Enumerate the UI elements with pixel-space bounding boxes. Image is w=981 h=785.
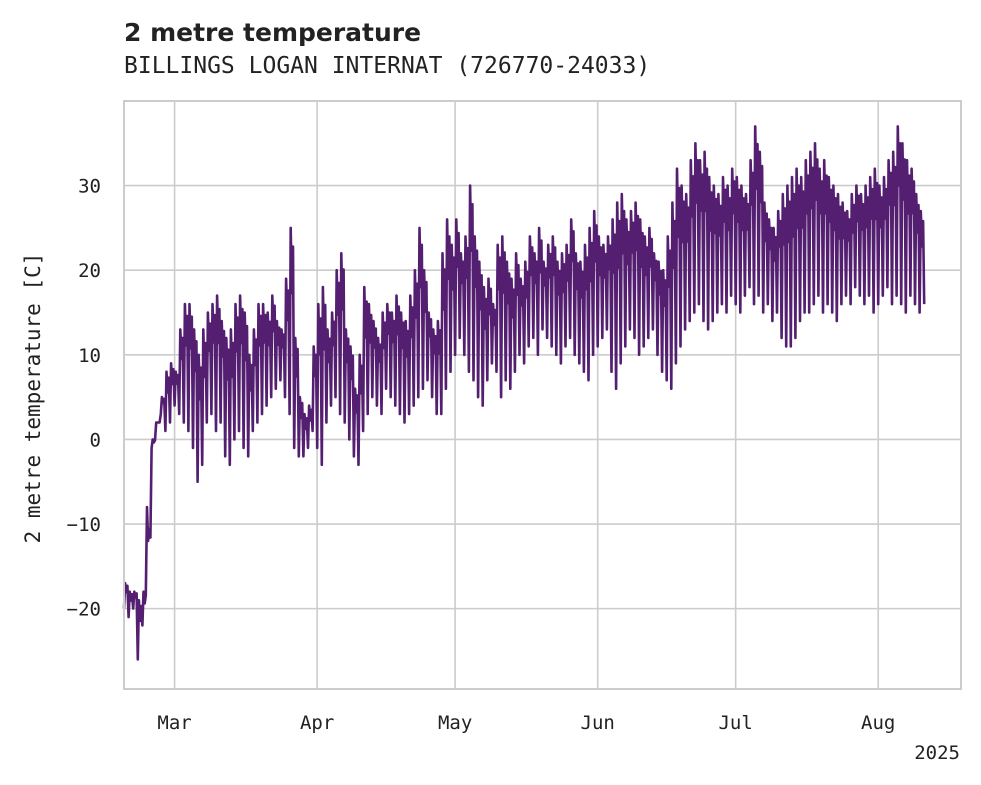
- chart-title: 2 metre temperature: [124, 18, 421, 47]
- plot-frame: [123, 100, 962, 690]
- y-tick-label: 0: [90, 429, 101, 451]
- chart-subtitle: BILLINGS LOGAN INTERNAT (726770-24033): [124, 53, 650, 79]
- y-axis-ticks: 30 20 10 0 −10 −20: [67, 176, 101, 621]
- temperature-series-line: [122, 125, 926, 661]
- x-axis-ticks: Mar Apr May Jun Jul Aug: [157, 712, 895, 734]
- x-axis-year-label: 2025: [914, 742, 960, 764]
- x-tick-label: Jun: [581, 712, 615, 734]
- y-tick-label: 20: [78, 260, 101, 282]
- y-tick-label: 30: [78, 176, 101, 198]
- series-layer: [122, 125, 926, 661]
- x-tick-label: Aug: [861, 712, 895, 734]
- y-tick-label: −10: [67, 514, 101, 536]
- x-tick-label: May: [438, 712, 472, 734]
- x-tick-label: Apr: [300, 712, 334, 734]
- x-tick-label: Jul: [718, 712, 752, 734]
- y-tick-label: −20: [67, 599, 101, 621]
- x-tick-label: Mar: [157, 712, 191, 734]
- y-tick-label: 10: [78, 345, 101, 367]
- y-axis-label: 2 metre temperature [C]: [21, 253, 45, 544]
